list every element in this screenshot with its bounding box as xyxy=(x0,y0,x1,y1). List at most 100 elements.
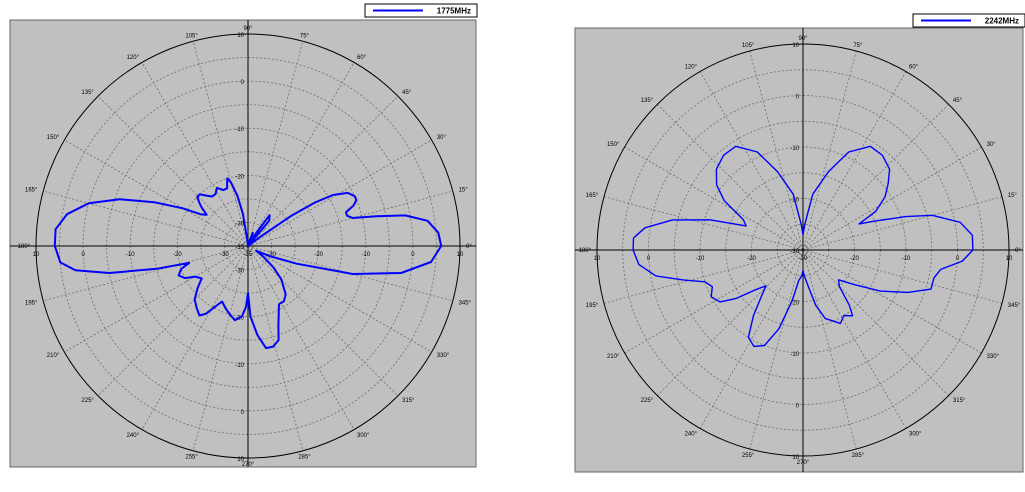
radial-tick-label: -30 xyxy=(790,249,799,255)
grid-spoke xyxy=(64,139,249,247)
radial-tick-label: -35 xyxy=(244,252,253,258)
angle-tick-label: 0° xyxy=(466,244,472,250)
radial-tick-label: -35 xyxy=(235,245,244,251)
angle-tick-label: 180° xyxy=(579,248,592,254)
angle-tick-label: 150° xyxy=(47,135,60,141)
angle-tick-label: 165° xyxy=(25,188,38,194)
angle-tick-label: 225° xyxy=(641,398,654,404)
grid-spoke xyxy=(97,95,249,247)
angle-tick-label: 195° xyxy=(25,300,38,306)
angle-tick-label: 165° xyxy=(586,193,599,199)
angle-tick-label: 255° xyxy=(742,453,755,459)
radial-tick-label: -10 xyxy=(902,256,911,262)
radial-tick-label: -30 xyxy=(220,252,229,258)
angle-tick-label: 30° xyxy=(437,135,447,141)
angle-tick-label: 45° xyxy=(402,90,412,96)
polar-chart-2242mhz: 10 10 10 10 0 0 0 0 -10 -10 -10 -10 -20 -20 -20 -20 -30-… xyxy=(565,0,1025,487)
angle-tick-label: 105° xyxy=(185,33,198,39)
angle-tick-label: 270° xyxy=(242,462,255,468)
radial-tick-label: 0 xyxy=(241,410,245,416)
angle-tick-label: 30° xyxy=(987,142,997,148)
grid-spoke xyxy=(43,190,249,247)
grid-spoke xyxy=(247,245,399,397)
angle-tick-label: 60° xyxy=(909,64,919,70)
radial-tick-label: -20 xyxy=(173,252,182,258)
radial-tick-label: 10 xyxy=(33,252,40,258)
radial-tick-label: -20 xyxy=(314,252,323,258)
angle-tick-label: 330° xyxy=(987,354,1000,360)
radial-tick-label: -10 xyxy=(790,146,799,152)
angle-tick-label: 255° xyxy=(185,455,198,461)
angle-tick-label: 120° xyxy=(685,64,698,70)
grid-spoke xyxy=(247,41,304,247)
series-line xyxy=(632,145,974,348)
grid-spoke xyxy=(97,245,249,397)
radial-tick-label: -30 xyxy=(267,252,276,258)
grid-spoke xyxy=(247,245,432,353)
legend-label: 2242MHz xyxy=(985,17,1019,26)
grid-spoke xyxy=(247,95,399,247)
grid-spoke xyxy=(192,41,249,247)
radial-tick-label: 10 xyxy=(792,455,799,461)
radial-tick-label: 0 xyxy=(411,252,415,258)
radial-tick-label: 10 xyxy=(792,43,799,49)
grid-spoke xyxy=(247,190,453,247)
angle-tick-label: 285° xyxy=(852,453,865,459)
radial-tick-label: 10 xyxy=(457,252,464,258)
radial-tick-label: -20 xyxy=(790,301,799,307)
angle-tick-label: 210° xyxy=(607,354,620,360)
angle-tick-label: 0° xyxy=(1015,248,1021,254)
angle-tick-label: 225° xyxy=(81,398,94,404)
radial-tick-label: 0 xyxy=(241,80,245,86)
radial-tick-label: -10 xyxy=(790,352,799,358)
series-line xyxy=(53,177,443,350)
grid-spoke xyxy=(43,245,249,302)
angle-tick-label: 75° xyxy=(853,43,863,49)
angle-tick-label: 315° xyxy=(402,398,415,404)
radial-tick-label: -30 xyxy=(235,269,244,275)
radial-tick-label: -10 xyxy=(235,127,244,133)
grid-spoke xyxy=(141,62,249,247)
radial-tick-label: 10 xyxy=(237,33,244,39)
radial-tick-label: 0 xyxy=(647,256,651,262)
polar-plot-svg: 101010100000-10-10-10-10-20-20-20-20-30-… xyxy=(9,3,478,468)
radial-tick-label: 10 xyxy=(1006,256,1013,262)
angle-tick-label: 90° xyxy=(798,36,808,42)
angle-tick-label: 195° xyxy=(586,303,599,309)
angle-tick-label: 180° xyxy=(18,244,31,250)
grid-spoke xyxy=(141,245,249,430)
radial-tick-label: 0 xyxy=(796,95,800,101)
angle-tick-label: 135° xyxy=(641,98,654,104)
angle-tick-label: 120° xyxy=(127,55,140,61)
angle-tick-label: 210° xyxy=(47,353,60,359)
grid-spoke xyxy=(247,139,432,247)
angle-tick-label: 15° xyxy=(459,188,469,194)
angle-tick-label: 135° xyxy=(81,90,94,96)
radial-tick-label: -20 xyxy=(235,174,244,180)
radial-tick-label: 10 xyxy=(594,256,601,262)
radial-tick-label: 0 xyxy=(956,256,960,262)
angle-tick-label: 300° xyxy=(909,432,922,438)
legend-label: 1775MHz xyxy=(437,7,471,16)
legend: 2242MHz xyxy=(912,13,1025,28)
angle-tick-label: 60° xyxy=(357,55,367,61)
angle-tick-label: 45° xyxy=(953,98,963,104)
angle-tick-label: 105° xyxy=(742,43,755,49)
angle-tick-label: 345° xyxy=(1008,303,1021,309)
angle-tick-label: 315° xyxy=(953,398,966,404)
radial-tick-label: -30 xyxy=(799,256,808,262)
grid-spoke xyxy=(247,245,304,451)
angle-tick-label: 300° xyxy=(357,433,370,439)
radial-tick-label: -20 xyxy=(747,256,756,262)
angle-tick-label: 240° xyxy=(685,432,698,438)
angle-tick-label: 270° xyxy=(797,460,810,466)
radial-tick-label: 0 xyxy=(81,252,85,258)
grid-spoke xyxy=(247,245,355,430)
angle-tick-label: 150° xyxy=(607,142,620,148)
polar-chart-1775mhz: 10 10 10 10 0 0 0 0 -10 -10 -10 -10 -20 -20 -20 -20 -30-… xyxy=(0,0,487,487)
radial-tick-label: 0 xyxy=(796,404,800,410)
radial-tick-label: -30 xyxy=(235,221,244,227)
polar-plot-svg: 101010100000-10-10-10-10-20-20-20-20-30-… xyxy=(574,13,1025,473)
grid-spoke xyxy=(64,245,249,353)
angle-tick-label: 90° xyxy=(243,26,253,32)
